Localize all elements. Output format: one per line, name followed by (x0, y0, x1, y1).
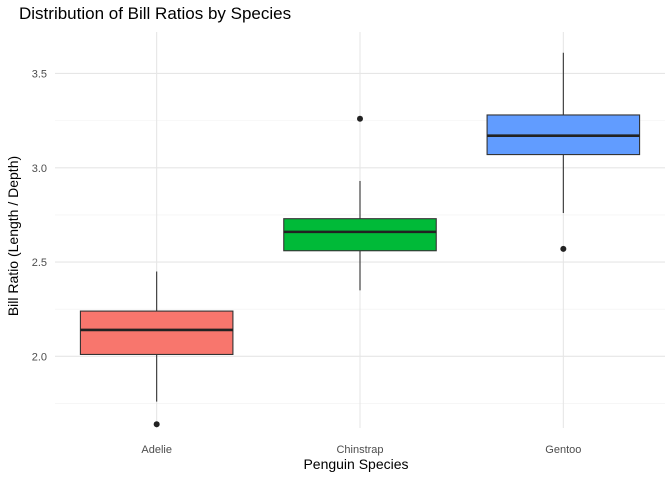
x-tick-label: Gentoo (545, 444, 581, 456)
x-tick-label: Chinstrap (336, 444, 383, 456)
y-tick-label: 2.5 (32, 257, 47, 269)
boxes (79, 52, 641, 428)
box-chinstrap (283, 115, 437, 291)
box-body (79, 310, 234, 356)
x-tick-label: Adelie (141, 444, 172, 456)
outlier-point (560, 245, 567, 252)
outlier-point (357, 115, 363, 122)
box-body (283, 218, 437, 252)
box-gentoo (486, 52, 641, 252)
y-tick-label: 3.5 (32, 68, 47, 80)
y-tick-label: 3.0 (32, 163, 47, 175)
y-axis-title: Bill Ratio (Length / Depth) (5, 156, 21, 316)
y-tick-label: 2.0 (32, 351, 47, 363)
tick-labels: 2.0 2.5 3.0 3.5 Adelie Chinstrap Gentoo (32, 68, 582, 456)
x-axis-title: Penguin Species (303, 456, 408, 472)
box-adelie (79, 271, 234, 428)
outlier-point (153, 421, 160, 428)
chart-title: Distribution of Bill Ratios by Species (19, 4, 292, 23)
